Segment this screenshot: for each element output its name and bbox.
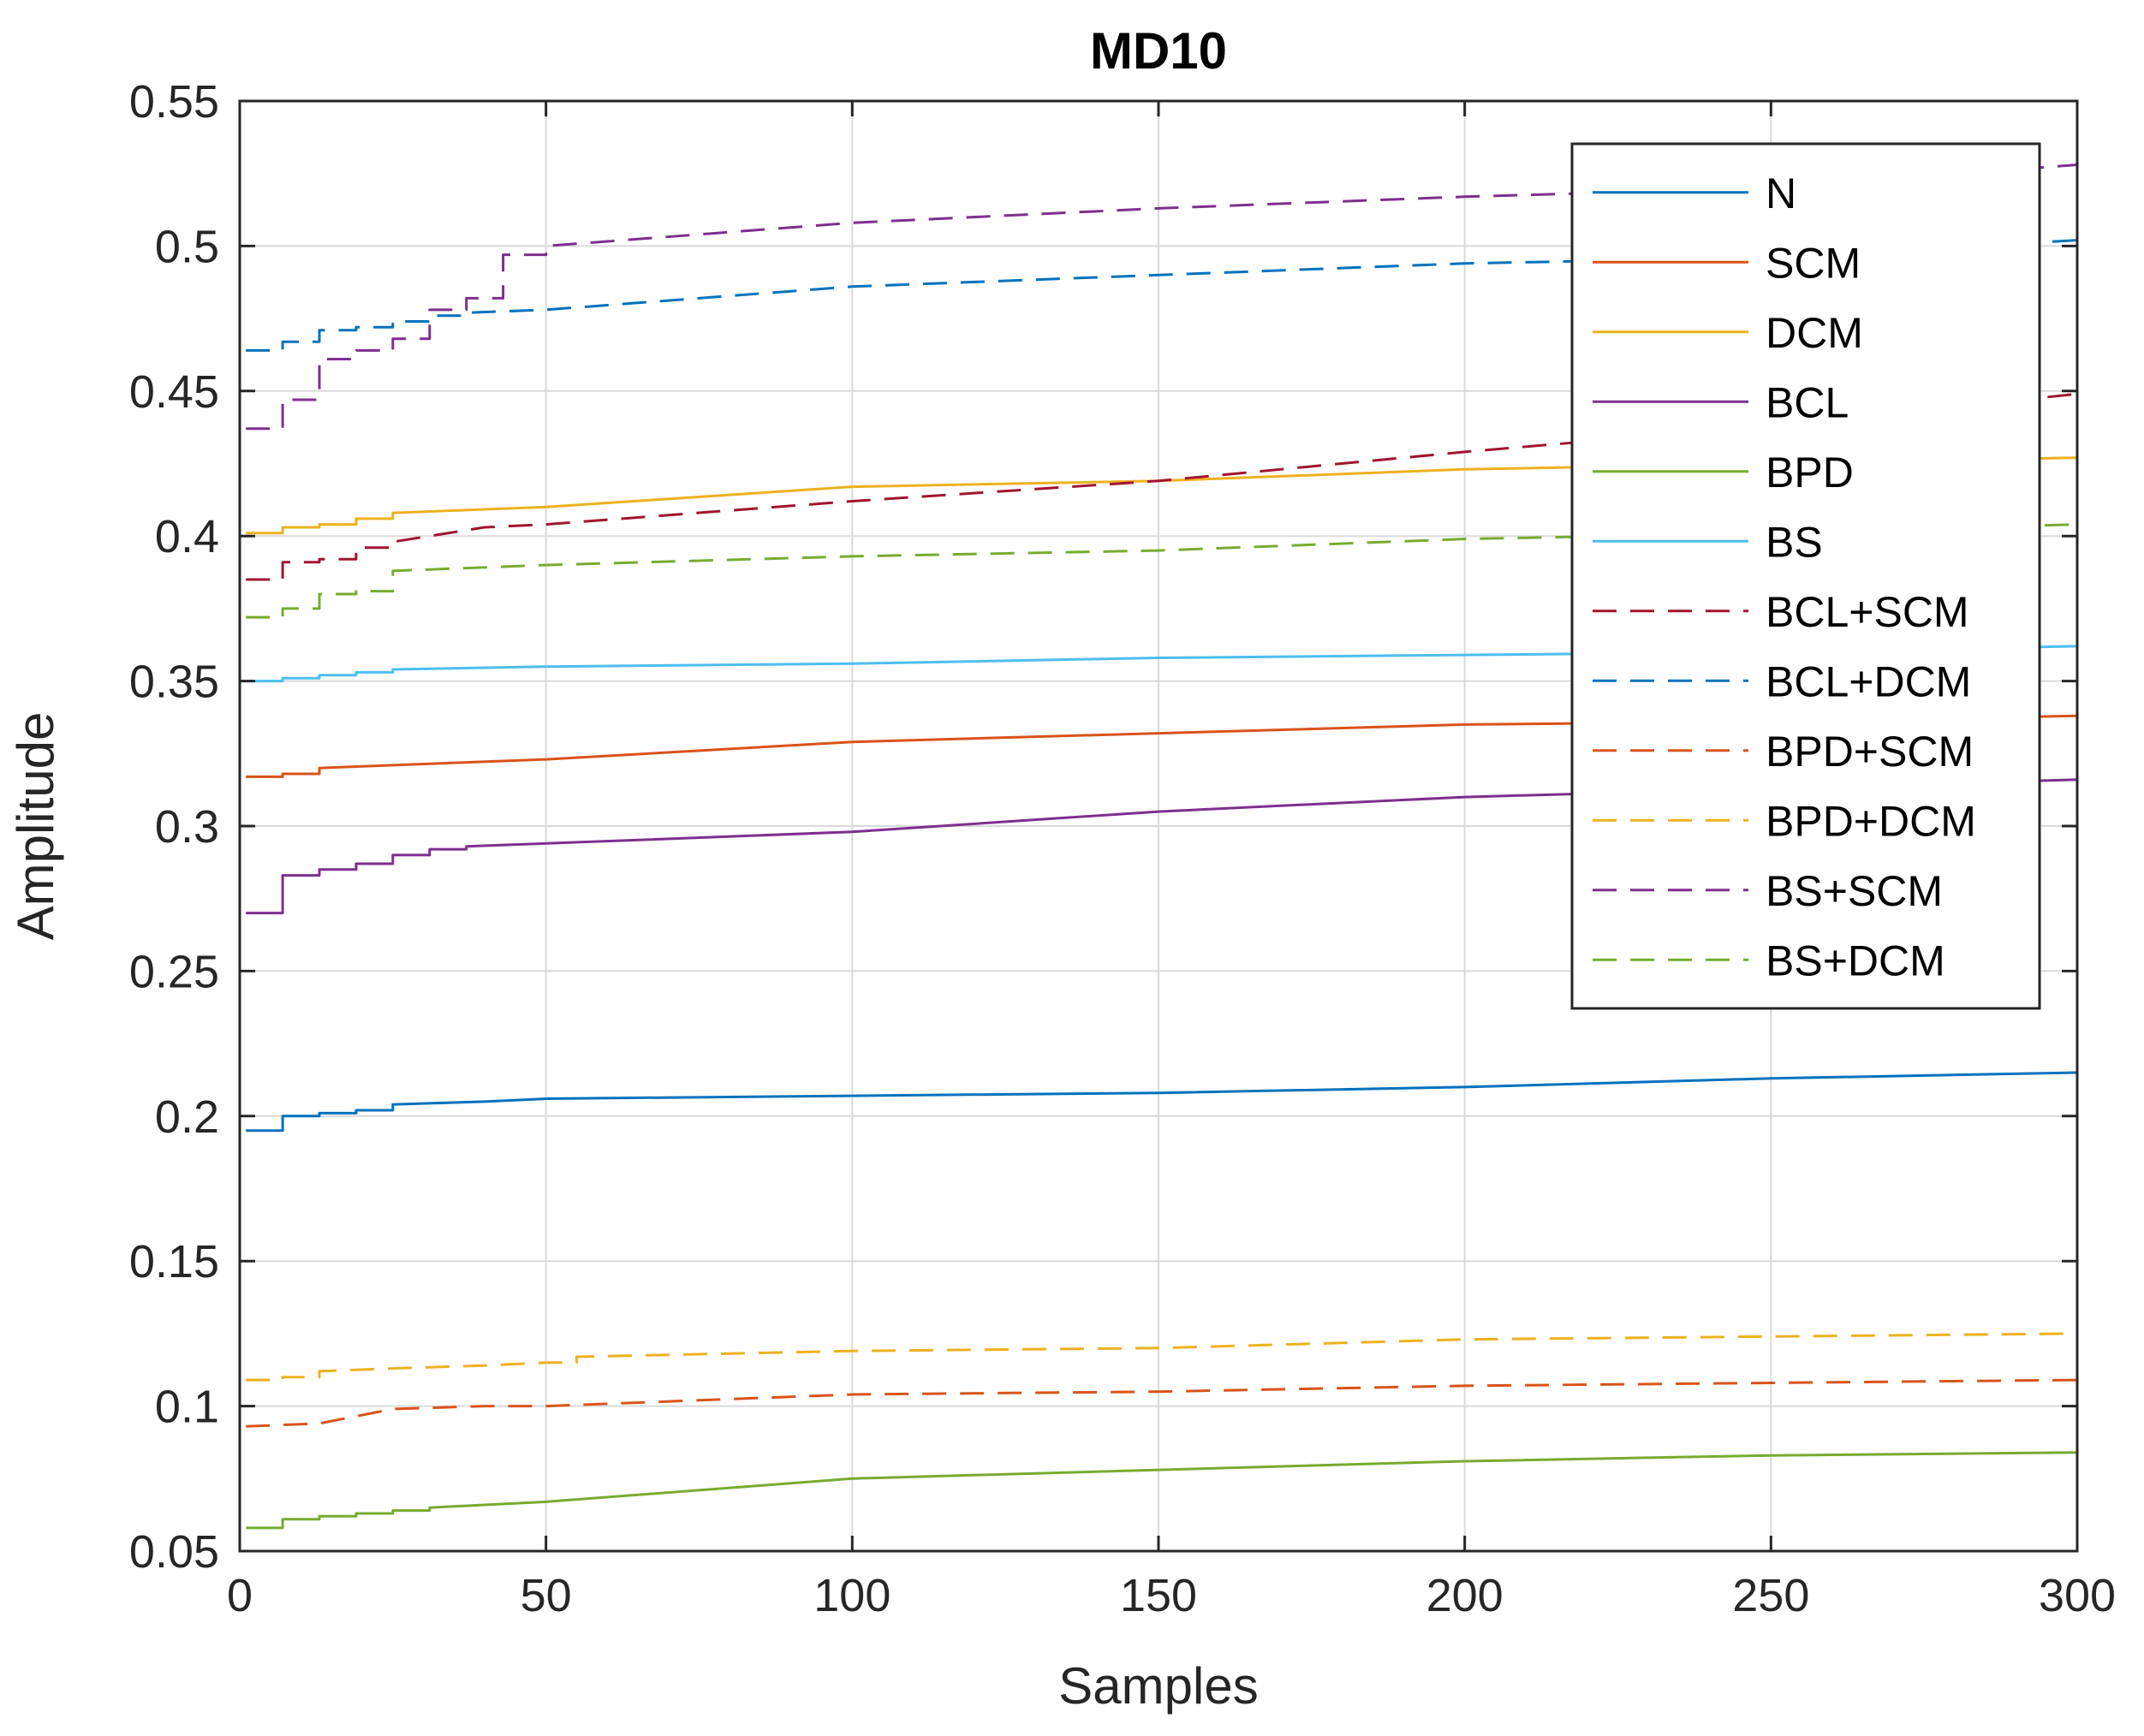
x-tick-label: 50 bbox=[521, 1570, 572, 1621]
series-line-bs-plus-scm bbox=[246, 163, 2078, 431]
legend-label: BPD+SCM bbox=[1766, 728, 1974, 776]
x-tick-label: 300 bbox=[2039, 1570, 2116, 1621]
x-tick-label: 0 bbox=[227, 1570, 253, 1621]
chart-title: MD10 bbox=[1090, 22, 1227, 80]
legend-label: BPD+DCM bbox=[1766, 797, 1976, 845]
legend-label: DCM bbox=[1766, 309, 1863, 357]
legend-label: BCL bbox=[1766, 378, 1849, 426]
x-tick-labels: 0 50 100 150 200 250 300 bbox=[227, 1570, 2116, 1621]
legend-label: BS+DCM bbox=[1766, 936, 1945, 984]
y-tick-label: 0.25 bbox=[129, 946, 219, 997]
series-line-bcl-plus-scm bbox=[246, 392, 2078, 581]
series-line-dcm bbox=[246, 456, 2078, 535]
series-line-bcl bbox=[246, 778, 2078, 915]
legend: N SCM DCM BCL BPD BS BCL+SCM BCL+DCM BPD+SCM BPD+… bbox=[1570, 142, 2041, 1010]
legend-label: BS+SCM bbox=[1766, 867, 1943, 915]
y-tick-labels: 0.05 0.1 0.15 0.2 0.25 0.3 0.35 0.4 0.45 0.5 0.55 bbox=[129, 76, 219, 1578]
series-layer bbox=[246, 163, 2078, 1530]
y-tick-label: 0.55 bbox=[129, 76, 219, 128]
tick-marks bbox=[238, 99, 2079, 1553]
y-tick-label: 0.35 bbox=[129, 657, 219, 708]
series-line-bs bbox=[246, 645, 2078, 683]
legend-label: BCL+SCM bbox=[1766, 588, 1969, 636]
y-tick-label: 0.1 bbox=[155, 1382, 219, 1433]
series-line-bpd-plus-dcm bbox=[246, 1332, 2078, 1382]
series-line-n bbox=[246, 1071, 2078, 1133]
legend-label: BPD bbox=[1766, 449, 1854, 496]
legend-box bbox=[1570, 142, 2041, 1010]
legend-label: BCL+DCM bbox=[1766, 657, 1971, 705]
x-tick-label: 200 bbox=[1426, 1570, 1504, 1621]
x-tick-label: 100 bbox=[813, 1570, 890, 1621]
x-tick-label: 150 bbox=[1120, 1570, 1197, 1621]
series-line-bs-plus-dcm bbox=[246, 523, 2078, 619]
series-line-bpd-plus-scm bbox=[246, 1378, 2078, 1428]
x-axis-title: Samples bbox=[1058, 1657, 1258, 1715]
y-tick-label: 0.05 bbox=[129, 1526, 219, 1578]
series-line-bpd bbox=[246, 1451, 2078, 1530]
y-tick-label: 0.5 bbox=[155, 221, 219, 272]
series-line-bcl-plus-dcm bbox=[246, 239, 2078, 352]
legend-label: BS bbox=[1766, 518, 1823, 566]
y-tick-label: 0.2 bbox=[155, 1091, 219, 1143]
legend-label: N bbox=[1766, 169, 1796, 217]
x-tick-label: 250 bbox=[1732, 1570, 1809, 1621]
y-tick-label: 0.15 bbox=[129, 1236, 219, 1287]
y-tick-label: 0.3 bbox=[155, 801, 219, 853]
y-tick-label: 0.45 bbox=[129, 366, 219, 418]
legend-label: SCM bbox=[1766, 239, 1861, 287]
series-line-scm bbox=[246, 714, 2078, 778]
y-axis-title: Amplitude bbox=[7, 712, 64, 941]
y-tick-label: 0.4 bbox=[155, 511, 219, 562]
